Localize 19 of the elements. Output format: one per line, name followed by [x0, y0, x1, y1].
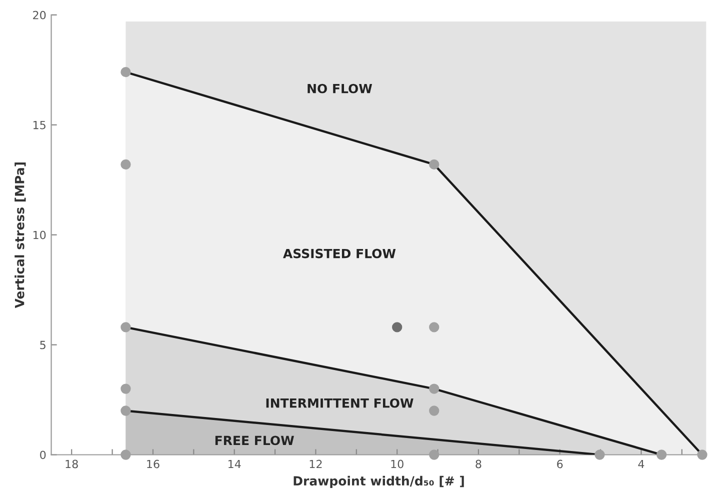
x-tick-label: 12	[310, 460, 322, 468]
x-tick-label: 10	[391, 460, 404, 468]
x-tick-label: 16	[147, 460, 160, 468]
x-axis-title: Drawpoint width/d₅₀ [# ]	[294, 476, 464, 488]
annotation: FREE FLOW	[215, 436, 294, 446]
y-tick-label: 15	[33, 120, 46, 130]
annotation: INTERMITTENT FLOW	[266, 398, 414, 408]
annotation: NO FLOW	[308, 84, 372, 94]
x-tick-label: 18	[66, 460, 78, 468]
x-tick-label: 14	[228, 460, 241, 468]
y-axis-title: Vertical stress [MPa]	[14, 162, 26, 308]
x-tick-label: 4	[638, 460, 644, 468]
x-tick-label: 6	[557, 460, 563, 468]
annotation: ASSISTED FLOW	[283, 248, 396, 258]
y-tick-label: 20	[33, 10, 46, 20]
y-tick-label: 0	[40, 450, 46, 460]
y-tick-label: 5	[40, 340, 46, 350]
x-tick-label: 8	[476, 460, 482, 468]
y-tick-label: 10	[33, 230, 46, 240]
